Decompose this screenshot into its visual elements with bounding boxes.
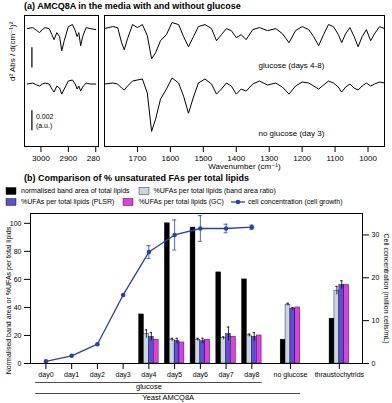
html-text:normalised band area of total: normalised band area of total lipids [21, 187, 130, 194]
svg-text:80: 80 [14, 248, 22, 255]
html-text:(a) AMCQ8A in the media with a: (a) AMCQ8A in the media with and without… [24, 1, 241, 11]
svg-text:60: 60 [14, 276, 22, 283]
svg-text:40: 40 [14, 304, 22, 311]
svg-text:1100: 1100 [326, 154, 344, 163]
svg-text:Yeast AMCQ8A: Yeast AMCQ8A [142, 393, 194, 402]
svg-text:1700: 1700 [129, 154, 147, 163]
svg-text:100: 100 [10, 220, 22, 227]
svg-text:20: 20 [372, 274, 380, 281]
svg-text:Cell concentration (million ce: Cell concentration (million cells/mL) [382, 233, 390, 343]
html-text:cell concentration (cell growt: cell concentration (cell growth) [248, 198, 343, 205]
svg-text:2900: 2900 [59, 154, 77, 163]
svg-text:Normalised band area or %UFAs: Normalised band area or %UFAs per total … [5, 226, 13, 374]
svg-text:30: 30 [372, 231, 380, 238]
svg-text:1000: 1000 [359, 154, 377, 163]
svg-text:2800: 2800 [86, 154, 105, 164]
svg-text:1600: 1600 [161, 154, 179, 163]
svg-text:0: 0 [18, 360, 22, 367]
svg-text:1300: 1300 [260, 154, 279, 164]
svg-text:day4: day4 [141, 371, 156, 379]
svg-text:thraustochytrids: thraustochytrids [315, 371, 365, 379]
svg-text:1200: 1200 [293, 154, 311, 163]
html-text:(b) Comparison of % unsaturate: (b) Comparison of % unsaturated FAs per … [24, 173, 249, 183]
svg-text:day8: day8 [244, 371, 259, 379]
svg-text:day0: day0 [38, 371, 53, 379]
svg-text:glucose: glucose [136, 382, 162, 391]
html-text:%UFAs per total lipids (band a: %UFAs per total lipids (band area ratio) [153, 187, 276, 194]
svg-text:Wavenumber (cm⁻¹): Wavenumber (cm⁻¹) [208, 162, 281, 171]
svg-text:10: 10 [372, 317, 380, 324]
svg-text:0.002: 0.002 [36, 113, 54, 120]
svg-text:(a.u.): (a.u.) [36, 122, 52, 130]
svg-text:no glucose (day 3): no glucose (day 3) [259, 129, 325, 138]
svg-text:0: 0 [372, 360, 376, 367]
svg-text:d² Abs / d(cm⁻¹)²: d² Abs / d(cm⁻¹)² [8, 21, 17, 81]
svg-text:1500: 1500 [194, 154, 213, 164]
svg-text:20: 20 [14, 332, 22, 339]
svg-text:day5: day5 [167, 371, 182, 379]
svg-text:day3: day3 [116, 371, 131, 379]
html-text:%UFAs per total lipids (PLSR): %UFAs per total lipids (PLSR) [21, 198, 115, 205]
svg-text:day7: day7 [219, 371, 234, 379]
svg-text:day6: day6 [193, 371, 208, 379]
html-text:%UFAs per total lipids (GC): %UFAs per total lipids (GC) [138, 198, 224, 205]
svg-text:1400: 1400 [227, 154, 246, 164]
svg-text:glucose (days 4-8): glucose (days 4-8) [259, 61, 325, 70]
svg-text:no glucose: no glucose [274, 371, 308, 379]
svg-text:day2: day2 [90, 371, 105, 379]
svg-text:3000: 3000 [32, 154, 50, 163]
svg-text:day1: day1 [64, 371, 79, 379]
